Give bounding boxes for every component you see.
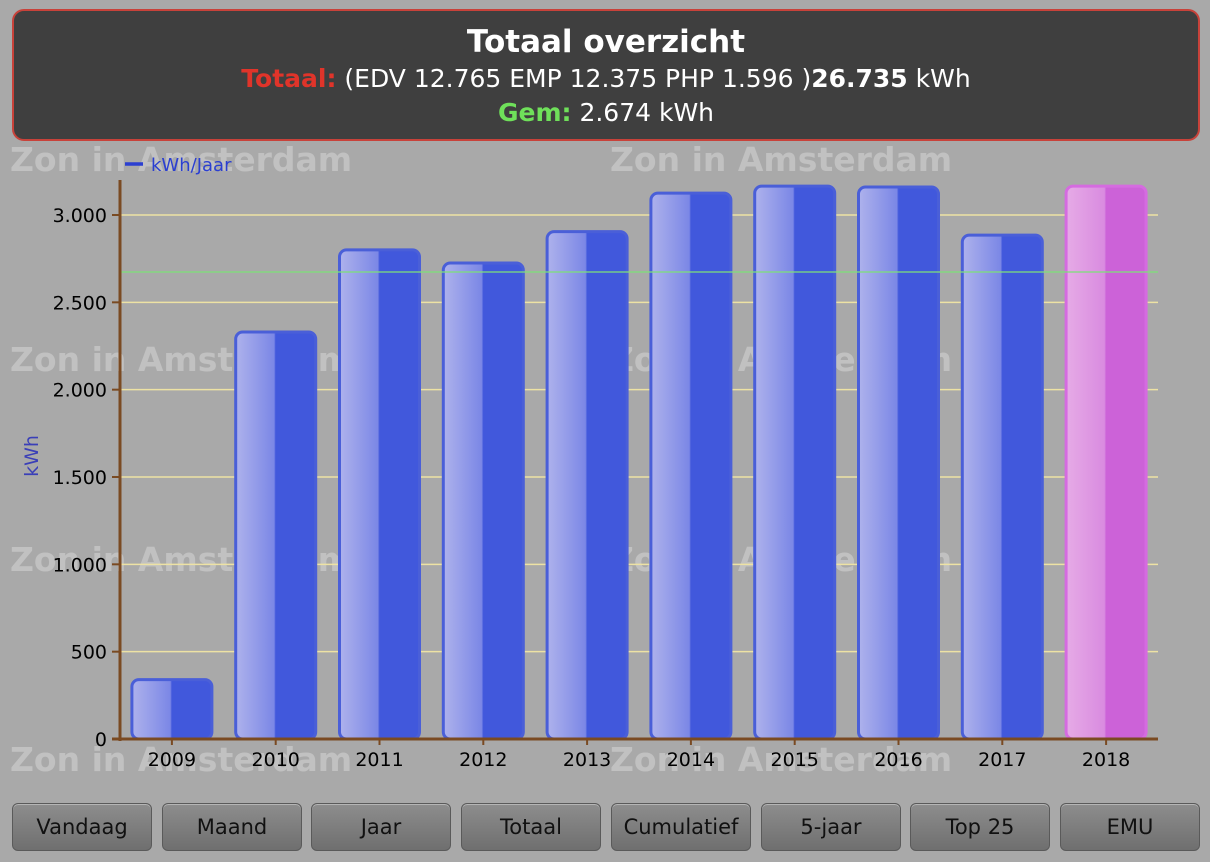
y-tick-label: 3.000 (53, 205, 107, 227)
legend-label: kWh/Jaar (151, 155, 232, 176)
nav-bar: Vandaag Maand Jaar Totaal Cumulatief 5-jaar To… (12, 803, 1202, 853)
bar-2013 (545, 230, 629, 741)
x-tick-label: 2009 (148, 749, 196, 771)
y-tick-label: 1.000 (53, 554, 107, 576)
x-tick-label: 2013 (563, 749, 611, 771)
y-tick-label: 0 (95, 729, 107, 751)
gem-value: 2.674 kWh (579, 98, 715, 127)
nav-button-vandaag[interactable]: Vandaag (12, 803, 152, 851)
bar-2012 (441, 261, 525, 741)
totaal-label: Totaal: (241, 64, 337, 93)
gem-line: Gem: 2.674 kWh (14, 98, 1198, 128)
x-tick-label: 2012 (459, 749, 507, 771)
totaal-value: 26.735 (811, 64, 908, 93)
y-tick-label: 2.000 (53, 380, 107, 402)
bar-2010 (234, 330, 318, 741)
y-axis-label: kWh (21, 435, 43, 477)
gem-label: Gem: (497, 98, 572, 127)
bar-2009 (130, 678, 214, 741)
bar-2016 (857, 185, 940, 741)
bar-2015 (753, 184, 837, 741)
x-tick-label: 2018 (1082, 749, 1130, 771)
summary-header: Totaal overzicht Totaal: (EDV 12.765 EMP… (12, 9, 1200, 141)
totaal-detail: (EDV 12.765 EMP 12.375 PHP 1.596 ) (344, 64, 812, 93)
x-tick-label: 2011 (355, 749, 403, 771)
nav-button-top-25[interactable]: Top 25 (910, 803, 1050, 851)
nav-button-emu[interactable]: EMU (1060, 803, 1200, 851)
x-tick-label: 2010 (252, 749, 300, 771)
totaal-unit: kWh (907, 64, 971, 93)
bar-2018 (1064, 184, 1148, 741)
nav-button-maand[interactable]: Maand (162, 803, 302, 851)
y-tick-label: 2.500 (53, 292, 107, 314)
y-tick-label: 500 (71, 642, 107, 664)
bar-2014 (649, 191, 733, 741)
nav-button-jaar[interactable]: Jaar (311, 803, 451, 851)
nav-button-cumulatief[interactable]: Cumulatief (611, 803, 751, 851)
page-title: Totaal overzicht (466, 24, 746, 60)
bar-chart: 2009 2010 2011 2012 2013 2014 2015 2016 2017 2018… (21, 155, 1158, 771)
x-tick-label: 2014 (667, 749, 715, 771)
x-tick-label: 2016 (874, 749, 922, 771)
bar-2017 (960, 233, 1044, 741)
x-tick-label: 2017 (978, 749, 1026, 771)
nav-button-totaal[interactable]: Totaal (461, 803, 601, 851)
y-tick-label: 1.500 (53, 467, 107, 489)
bar-2011 (338, 248, 421, 741)
nav-button-5-jaar[interactable]: 5-jaar (761, 803, 901, 851)
totaal-line: Totaal: (EDV 12.765 EMP 12.375 PHP 1.596… (14, 64, 1198, 94)
x-tick-label: 2015 (771, 749, 819, 771)
